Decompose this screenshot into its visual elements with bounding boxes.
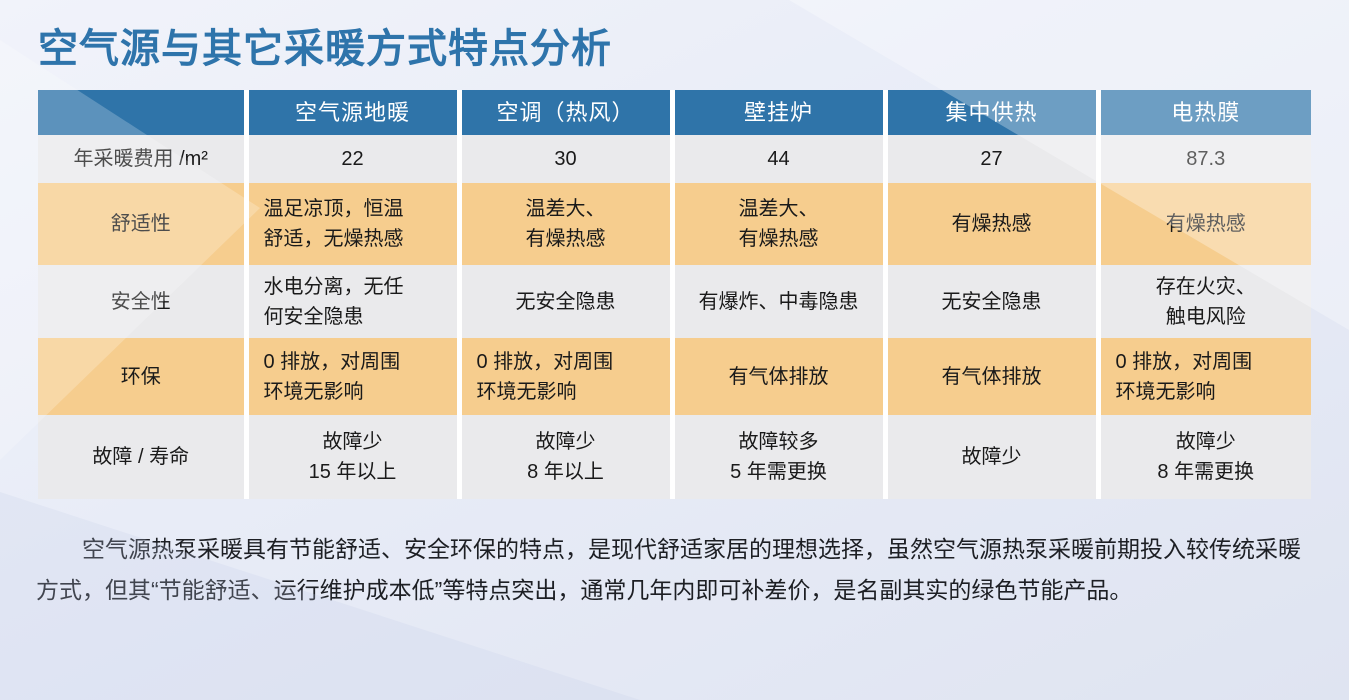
table-row: 安全性 水电分离，无任 何安全隐患 无安全隐患 有爆炸、中毒隐患 无安全隐患 存在火灾、 触电…	[38, 265, 1311, 338]
table-cell: 有气体排放	[882, 338, 1098, 415]
table-header-row: 空气源地暖 空调（热风） 壁挂炉 集中供热 电热膜	[38, 90, 1311, 135]
header-cell: 集中供热	[882, 90, 1098, 135]
table-row: 舒适性 温足凉顶，恒温 舒适，无燥热感 温差大、 有燥热感 温差大、 有燥热感 有燥热感 有燥热…	[38, 183, 1311, 265]
table-cell: 无安全隐患	[882, 265, 1098, 338]
table-header: 空气源地暖 空调（热风） 壁挂炉 集中供热 电热膜	[38, 90, 1311, 135]
row-label: 故障 / 寿命	[38, 415, 246, 499]
header-cell: 空调（热风）	[456, 90, 672, 135]
table-row: 年采暖费用 /m² 22 30 44 27 87.3	[38, 135, 1311, 183]
table-cell: 有爆炸、中毒隐患	[669, 265, 885, 338]
table-cell: 故障少	[882, 415, 1098, 499]
table-cell: 无安全隐患	[456, 265, 672, 338]
header-cell: 空气源地暖	[243, 90, 459, 135]
page-title: 空气源与其它采暖方式特点分析	[38, 27, 612, 71]
heating-comparison-table: 空气源地暖 空调（热风） 壁挂炉 集中供热 电热膜 年采暖费用 /m² 22 30 44 27 8…	[38, 90, 1311, 499]
table-cell: 44	[669, 135, 885, 183]
table-cell: 0 排放，对周围 环境无影响	[243, 338, 459, 415]
table-cell: 故障少 8 年需更换	[1095, 415, 1311, 499]
summary-paragraph: 空气源热泵采暖具有节能舒适、安全环保的特点，是现代舒适家居的理想选择，虽然空气源…	[36, 536, 1301, 603]
table-cell: 22	[243, 135, 459, 183]
row-label: 安全性	[38, 265, 246, 338]
table-cell: 有燥热感	[1095, 183, 1311, 265]
table-cell: 温足凉顶，恒温 舒适，无燥热感	[243, 183, 459, 265]
table-cell: 温差大、 有燥热感	[456, 183, 672, 265]
table-cell: 30	[456, 135, 672, 183]
table-cell: 有气体排放	[669, 338, 885, 415]
row-label: 舒适性	[38, 183, 246, 265]
table-cell: 87.3	[1095, 135, 1311, 183]
table-cell: 故障少 8 年以上	[456, 415, 672, 499]
table-body: 年采暖费用 /m² 22 30 44 27 87.3 舒适性 温足凉顶，恒温 舒适，无燥热感 温差…	[38, 135, 1311, 499]
table-row: 环保 0 排放，对周围 环境无影响 0 排放，对周围 环境无影响 有气体排放 有气体排放 0 …	[38, 338, 1311, 415]
table-cell: 27	[882, 135, 1098, 183]
table-cell: 有燥热感	[882, 183, 1098, 265]
table-cell: 存在火灾、 触电风险	[1095, 265, 1311, 338]
table-cell: 0 排放，对周围 环境无影响	[456, 338, 672, 415]
header-cell-blank	[38, 90, 246, 135]
table-cell: 水电分离，无任 何安全隐患	[243, 265, 459, 338]
table-cell: 故障较多 5 年需更换	[669, 415, 885, 499]
row-label: 环保	[38, 338, 246, 415]
row-label: 年采暖费用 /m²	[38, 135, 246, 183]
header-cell: 电热膜	[1095, 90, 1311, 135]
table-row: 故障 / 寿命 故障少 15 年以上 故障少 8 年以上 故障较多 5 年需更换 故障少 故障少…	[38, 415, 1311, 499]
table-cell: 故障少 15 年以上	[243, 415, 459, 499]
table-cell: 0 排放，对周围 环境无影响	[1095, 338, 1311, 415]
header-cell: 壁挂炉	[669, 90, 885, 135]
table-cell: 温差大、 有燥热感	[669, 183, 885, 265]
